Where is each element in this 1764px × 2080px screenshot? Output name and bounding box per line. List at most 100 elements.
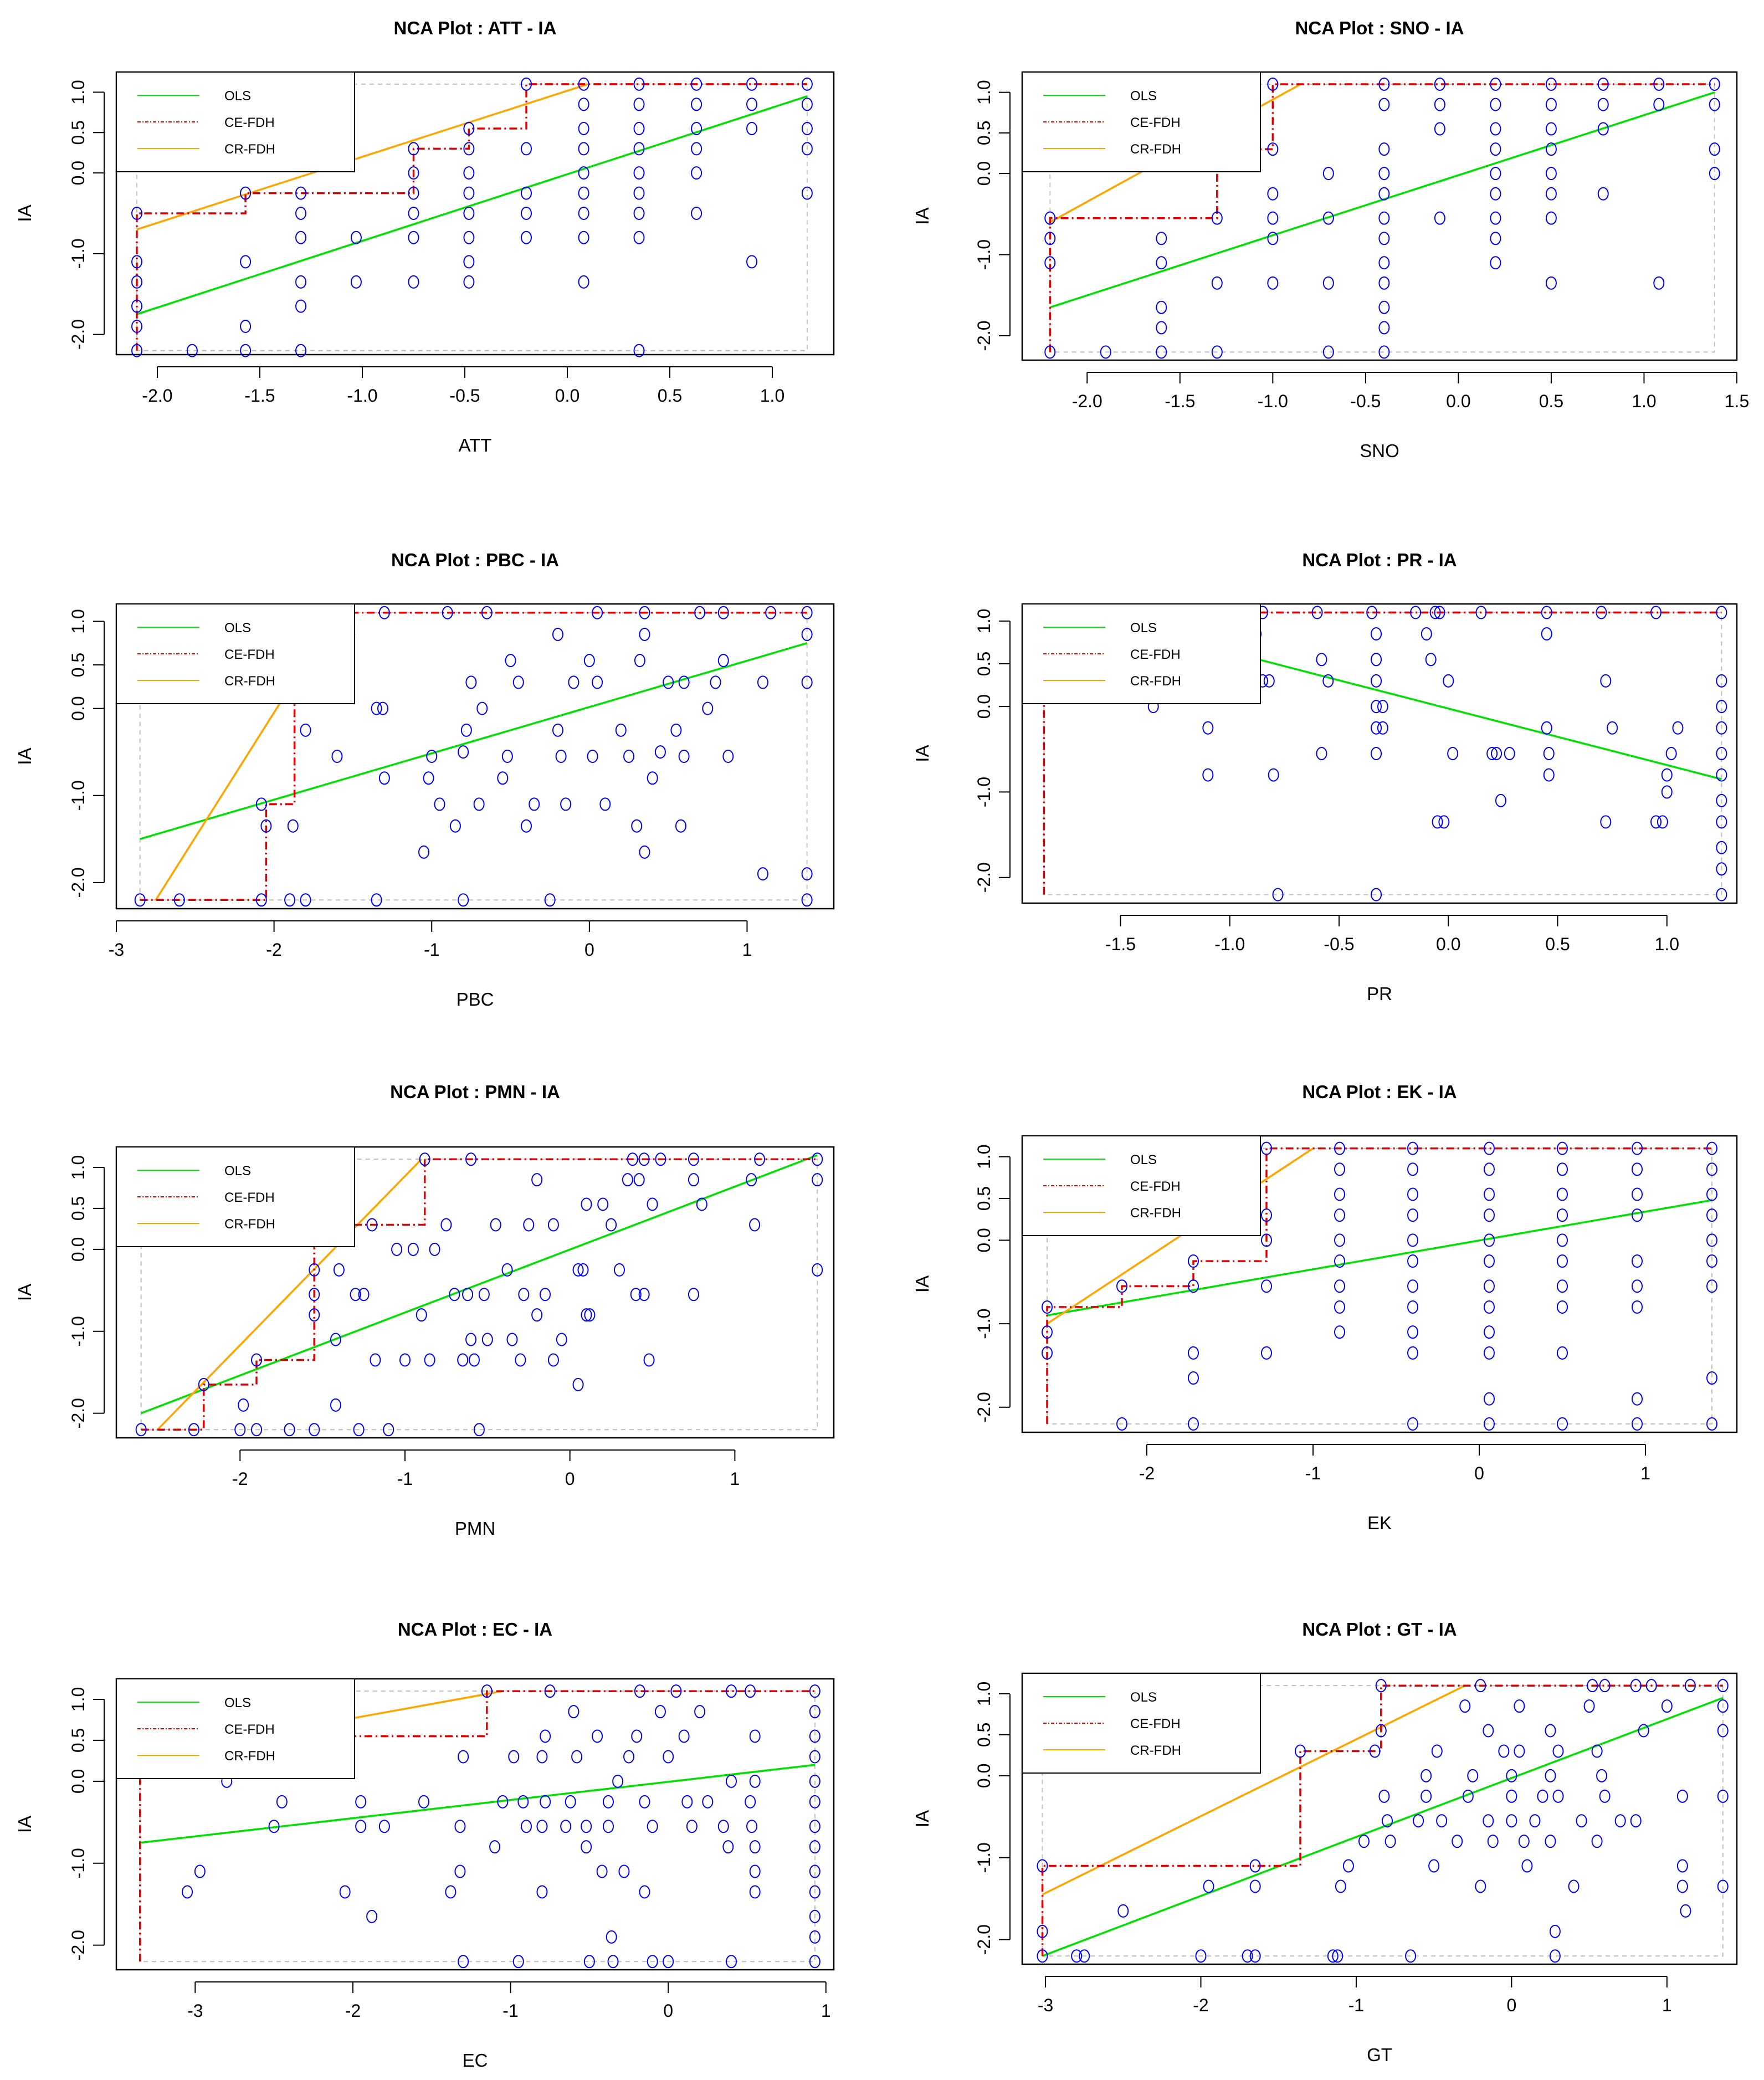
y-tick-label: 0.0 (974, 1764, 994, 1788)
data-point (1405, 1949, 1417, 1963)
data-point (378, 771, 390, 785)
data-point (1378, 142, 1390, 156)
plot-frame (115, 1678, 835, 1971)
x-axis-label: SNO (1360, 440, 1399, 461)
data-point (1322, 211, 1334, 225)
chart-svg: NCA Plot : PR - IA -1.5 -1.0 -0.5 0.0 0.5 1.0 P… (912, 550, 1738, 1004)
data-point (1322, 674, 1334, 688)
legend: OLS CE-FDH CR-FDH (116, 603, 355, 704)
data-point (1680, 1904, 1691, 1918)
data-point (1596, 606, 1607, 619)
data-point (1591, 1835, 1603, 1848)
data-point (408, 142, 419, 156)
data-point (501, 750, 513, 763)
data-point (1676, 1859, 1688, 1873)
y-axis-label: IA (912, 1275, 932, 1293)
data-point (615, 723, 627, 737)
legend-label: OLS (1130, 1690, 1157, 1705)
data-point (1443, 674, 1454, 688)
data-point (663, 675, 674, 689)
data-point (746, 122, 757, 135)
data-point (1545, 167, 1557, 181)
data-point (581, 1820, 592, 1833)
data-point (460, 723, 472, 737)
data-point (1653, 276, 1665, 290)
ce-fdh-line (136, 83, 807, 351)
data-point (1358, 1835, 1370, 1848)
data-point (678, 750, 690, 763)
data-point (749, 1729, 761, 1743)
data-point (465, 1152, 477, 1166)
data-point (678, 675, 690, 689)
chart-panel: NCA Plot : GT - IA -3 -2 -1 0 1 GT -2.0 -1.0 0.0 0… (898, 1601, 1764, 2077)
y-axis-label: IA (14, 1284, 35, 1301)
data-point (1378, 1789, 1390, 1803)
y-tick-label: -2.0 (68, 319, 88, 350)
y-tick-label: -2.0 (68, 1398, 88, 1428)
data-point (647, 1197, 658, 1211)
data-point (1327, 1949, 1339, 1963)
data-point (1334, 1162, 1345, 1176)
data-point (333, 1263, 345, 1277)
data-point (407, 1242, 419, 1256)
legend-label: OLS (224, 1164, 251, 1179)
data-point (1716, 815, 1727, 829)
x-axis-label: EC (463, 2050, 488, 2071)
data-point (1431, 1744, 1443, 1758)
data-point (638, 1288, 650, 1302)
x-tick-label: 1 (730, 1469, 740, 1489)
data-point (749, 1840, 761, 1854)
data-point (801, 867, 813, 881)
data-point (1506, 1769, 1517, 1782)
chart-title: NCA Plot : SNO - IA (1295, 18, 1464, 38)
data-point (512, 1955, 524, 1969)
data-point (633, 77, 645, 91)
data-point (809, 1955, 821, 1969)
data-point (754, 1152, 766, 1166)
data-point (1557, 1141, 1568, 1155)
data-point (1421, 1789, 1432, 1803)
data-point (1490, 77, 1501, 91)
chart-svg: NCA Plot : EC - IA -3 -2 -1 0 1 EC -2.0 -1.0 0.0 0… (14, 1619, 835, 2071)
data-point (1498, 1744, 1510, 1758)
data-point (1632, 1162, 1643, 1176)
data-point (1267, 211, 1279, 225)
data-point (1261, 1279, 1272, 1293)
data-point (1263, 674, 1275, 688)
data-point (631, 1729, 643, 1743)
data-point (1717, 1699, 1729, 1713)
data-point (633, 98, 645, 111)
y-tick-label: 0.0 (974, 694, 994, 719)
data-point (1506, 1789, 1517, 1803)
y-tick-label: -1.0 (68, 1848, 88, 1878)
data-point (801, 98, 813, 111)
data-point (240, 255, 252, 269)
data-point (1706, 1371, 1717, 1385)
data-point (506, 1333, 518, 1346)
data-point (463, 166, 475, 180)
x-axis-label: PBC (457, 989, 494, 1010)
data-point (1706, 1279, 1717, 1293)
data-point (1407, 1233, 1418, 1247)
data-point (1543, 768, 1555, 782)
data-point (1552, 1789, 1564, 1803)
data-point (481, 1684, 493, 1698)
data-point (578, 207, 589, 220)
data-point (300, 893, 311, 907)
data-point (1261, 1233, 1272, 1247)
data-point (1490, 98, 1501, 111)
data-point (633, 207, 645, 220)
data-point (801, 893, 813, 907)
data-point (694, 606, 706, 619)
data-point (1716, 700, 1727, 714)
data-point (578, 186, 589, 200)
x-tick-label: 1.0 (1655, 934, 1679, 954)
data-point (523, 1218, 535, 1232)
ols-line (140, 1764, 816, 1844)
data-point (809, 1795, 821, 1809)
data-point (612, 1774, 624, 1788)
data-point (1709, 98, 1720, 111)
legend: OLS CE-FDH CR-FDH (116, 71, 355, 172)
data-point (1378, 300, 1390, 314)
data-point (1369, 1744, 1381, 1758)
